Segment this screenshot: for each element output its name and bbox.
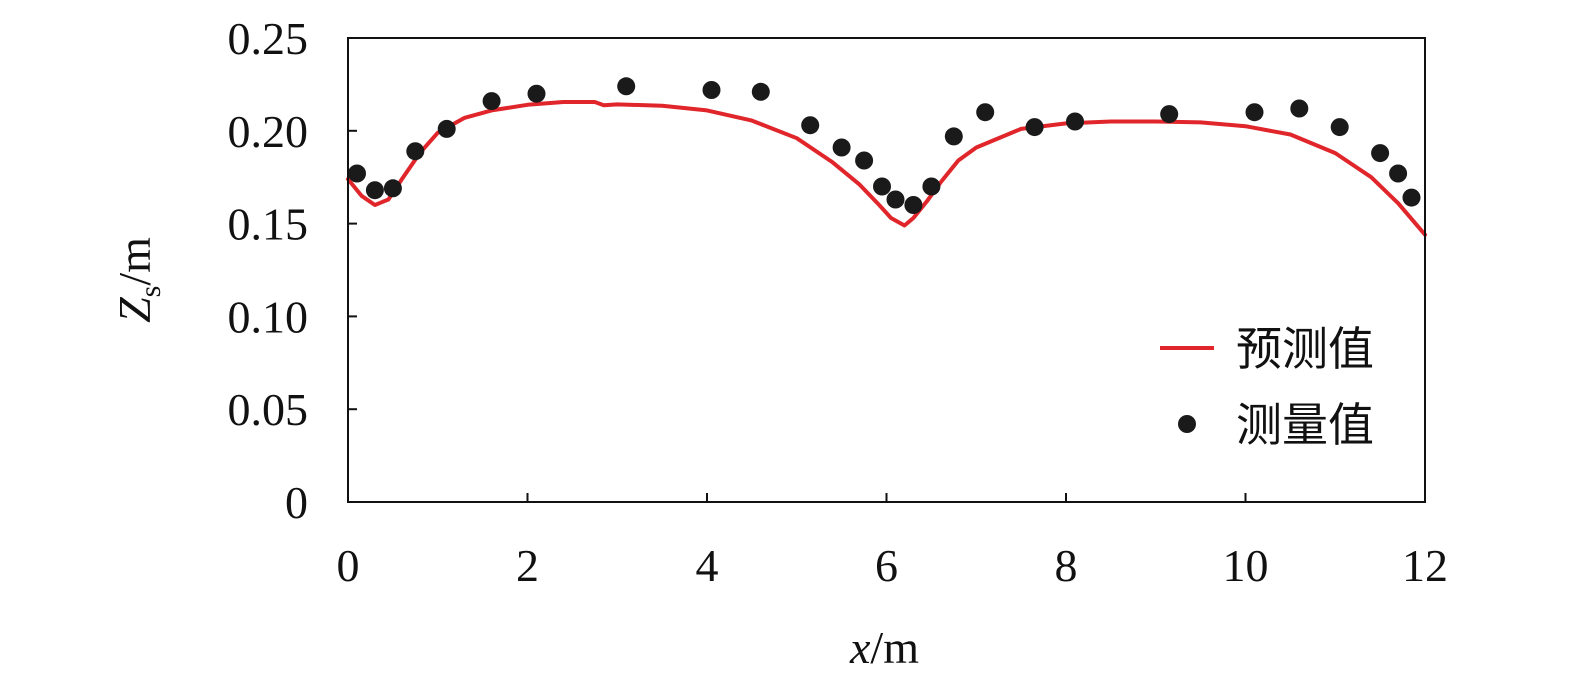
- data-point-measured: [873, 177, 891, 196]
- x-axis-unit: /m: [870, 622, 919, 673]
- x-axis-label: x/m: [849, 622, 919, 673]
- x-axis-var: x: [849, 622, 871, 673]
- y-axis-label: Zs/m: [109, 237, 167, 323]
- data-point-measured: [1245, 103, 1264, 122]
- series-line-predicted: [346, 100, 1427, 237]
- data-point-measured: [904, 196, 923, 214]
- legend-swatch-dot: [1178, 415, 1196, 433]
- y-tick-label: 0.20: [228, 106, 309, 157]
- data-point-measured: [922, 177, 941, 196]
- data-point-measured: [944, 127, 963, 146]
- data-point-measured: [1025, 118, 1044, 137]
- x-tick-label: 12: [1402, 540, 1448, 591]
- data-point-measured: [1371, 144, 1390, 163]
- data-point-measured: [886, 190, 905, 209]
- data-point-measured: [976, 103, 995, 122]
- x-tick-label: 0: [337, 540, 360, 591]
- data-point-measured: [527, 84, 546, 103]
- y-axis-unit: /m: [109, 237, 160, 286]
- data-point-measured: [1290, 99, 1309, 118]
- y-tick-label: 0: [285, 477, 308, 528]
- data-point-measured: [1160, 105, 1179, 124]
- data-point-measured: [406, 142, 425, 161]
- y-tick-label: 0.10: [228, 291, 309, 342]
- y-axis-sub: s: [134, 286, 167, 298]
- legend-label-predicted: 预测值: [1236, 324, 1374, 375]
- x-tick-label: 2: [516, 540, 539, 591]
- x-tick-label: 6: [875, 540, 898, 591]
- legend-label-measured: 测量值: [1236, 400, 1374, 451]
- data-point-measured: [482, 92, 501, 111]
- x-tick-label: 8: [1055, 540, 1078, 591]
- data-point-measured: [1066, 112, 1084, 131]
- y-tick-label: 0.15: [228, 199, 309, 250]
- data-point-measured: [832, 138, 851, 157]
- y-tick-label: 0.25: [228, 13, 309, 64]
- legend: 预测值 测量值: [1160, 324, 1374, 451]
- plot-area: [346, 77, 1427, 237]
- data-point-measured: [348, 164, 366, 183]
- data-point-measured: [751, 82, 770, 101]
- data-point-measured: [855, 151, 874, 170]
- data-point-measured: [437, 119, 456, 138]
- axis-ticks: 0 2 4 6 8 10 12 0 0.05 0.10 0.15 0.20 0.25: [228, 13, 1449, 591]
- data-point-measured: [1389, 164, 1408, 183]
- y-axis-var: Z: [109, 297, 160, 323]
- x-tick-label: 4: [696, 540, 719, 591]
- data-point-measured: [365, 181, 384, 200]
- y-tick-label: 0.05: [228, 384, 309, 435]
- data-point-measured: [617, 77, 636, 96]
- data-point-measured: [702, 81, 721, 99]
- data-point-measured: [801, 116, 820, 135]
- data-point-measured: [1402, 188, 1421, 207]
- x-tick-label: 10: [1223, 540, 1269, 591]
- data-point-measured: [1330, 118, 1349, 137]
- data-point-measured: [383, 179, 402, 198]
